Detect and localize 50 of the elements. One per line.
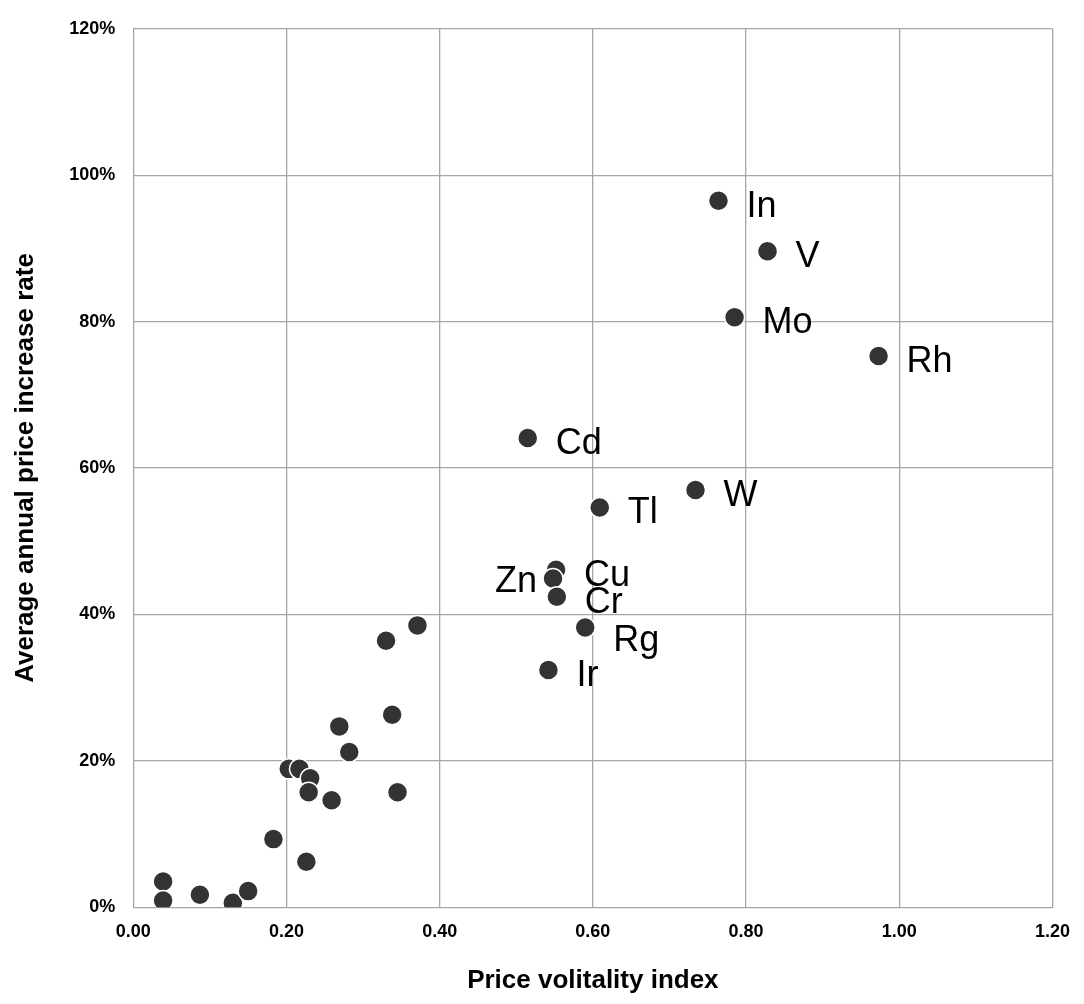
y-tick-label: 120%	[69, 17, 116, 38]
point	[237, 880, 259, 902]
point	[386, 781, 409, 804]
point	[589, 496, 611, 519]
annotation: In	[746, 183, 777, 225]
annotation: W	[723, 472, 758, 514]
y-tick-label: 100%	[69, 164, 116, 185]
point	[328, 715, 351, 738]
point	[189, 884, 211, 906]
y-tick-label: 80%	[79, 310, 116, 331]
y-tick-label: 0%	[89, 896, 116, 917]
point	[381, 703, 403, 726]
point	[262, 828, 285, 850]
point	[546, 586, 568, 608]
point	[517, 427, 539, 449]
y-tick-label: 20%	[79, 749, 116, 770]
annotation: Rh	[906, 338, 953, 380]
x-tick-label: 0.40	[422, 920, 458, 941]
x-tick-label: 0.00	[115, 920, 151, 941]
annotation: Mo	[762, 300, 813, 342]
point	[320, 789, 343, 812]
point	[542, 567, 564, 590]
annotation: Ir	[576, 652, 599, 694]
point	[756, 240, 779, 263]
point	[574, 616, 596, 639]
point	[152, 870, 174, 893]
x-tick-label: 1.20	[1034, 920, 1071, 941]
x-tick-label: 0.60	[575, 920, 611, 941]
point	[723, 306, 746, 328]
point	[297, 781, 320, 804]
y-tick-label: 40%	[79, 603, 116, 624]
point	[295, 851, 318, 873]
point	[537, 659, 560, 681]
annotation: Rg	[613, 618, 660, 660]
point	[375, 630, 397, 652]
point	[867, 345, 890, 367]
point	[707, 190, 730, 212]
annotation: Tl	[627, 490, 658, 532]
annotation: Zn	[495, 559, 538, 601]
point	[684, 479, 707, 501]
point	[338, 741, 361, 763]
x-tick-label: 0.80	[728, 920, 764, 941]
annotation: Cd	[555, 420, 602, 462]
x-tick-label: 0.20	[268, 920, 304, 941]
x-axis-title: Price volitality index	[467, 963, 720, 994]
y-axis-title: Average annual price increase rate	[8, 253, 39, 683]
y-tick-label: 60%	[79, 456, 116, 477]
x-tick-label: 1.00	[881, 920, 917, 941]
point	[406, 614, 429, 637]
annotation: V	[795, 234, 820, 276]
